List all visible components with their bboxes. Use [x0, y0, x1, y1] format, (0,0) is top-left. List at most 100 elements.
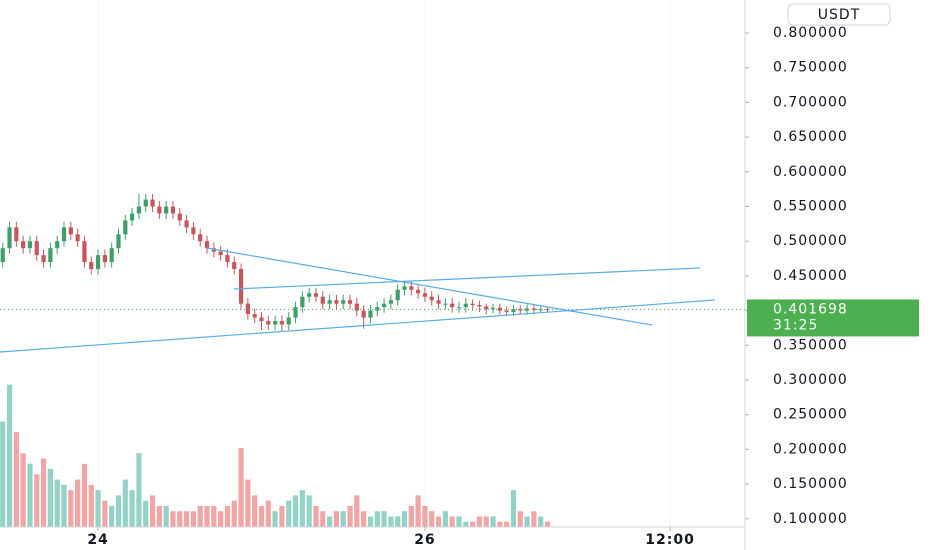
volume-bar: [449, 516, 455, 527]
volume-bar: [61, 484, 67, 527]
candle-body: [504, 310, 509, 313]
volume-bar: [88, 484, 94, 527]
volume-bar: [122, 479, 128, 527]
candle-body: [279, 321, 285, 325]
candle-body: [341, 300, 346, 304]
candle-body: [232, 262, 237, 269]
candle-body: [490, 307, 496, 310]
y-tick-label: 0.150000: [773, 476, 848, 492]
candle-body: [0, 248, 5, 263]
volume-bar: [163, 505, 169, 527]
candle-body: [388, 300, 393, 304]
candle-body: [354, 303, 359, 311]
volume-bar: [68, 490, 74, 527]
candle-body: [170, 206, 176, 214]
candle-body: [450, 303, 455, 308]
volume-bar: [361, 511, 367, 527]
candle-body: [109, 248, 114, 263]
volume-bar: [177, 511, 183, 527]
candle-body: [21, 241, 26, 249]
volume-bar: [354, 495, 360, 527]
candle-body: [395, 289, 400, 301]
volume-bar: [470, 521, 476, 527]
candle-body: [361, 310, 366, 318]
volume-bar: [374, 511, 380, 527]
currency-label[interactable]: USDT: [818, 7, 860, 23]
volume-bar: [381, 511, 387, 527]
countdown-label: 31:25: [773, 317, 818, 333]
volume-bar: [40, 458, 47, 527]
y-tick-label: 0.700000: [773, 94, 848, 110]
volume-bar: [313, 505, 319, 527]
candle-body: [34, 241, 39, 256]
candle-body: [429, 296, 434, 301]
volume-bar: [258, 505, 265, 527]
volume-bar: [197, 505, 203, 527]
candle-body: [245, 303, 250, 315]
candle-body: [368, 310, 373, 318]
volume-bar: [156, 505, 162, 527]
candle-body: [443, 303, 448, 305]
candle-body: [238, 268, 244, 304]
candle-body: [130, 213, 135, 221]
volume-bar: [129, 490, 135, 527]
candle-body: [48, 248, 53, 263]
y-tick-label: 0.200000: [773, 441, 848, 457]
volume-bar: [252, 495, 258, 527]
candle-body: [116, 234, 121, 249]
x-tick-label: 26: [414, 532, 435, 548]
candle-body: [157, 206, 162, 214]
volume-bar: [538, 516, 544, 527]
candle-body: [273, 321, 278, 325]
volume-bar: [476, 516, 483, 527]
y-tick-label: 0.350000: [773, 337, 848, 353]
volume-bar: [340, 511, 346, 527]
volume-bar: [115, 495, 122, 527]
volume-bar: [292, 495, 299, 527]
y-tick-label: 0.750000: [773, 60, 848, 76]
candle-body: [184, 220, 189, 228]
candle-body: [470, 303, 475, 306]
volume-bar: [320, 511, 326, 527]
candle-body: [211, 248, 216, 252]
volume-bar: [224, 505, 231, 527]
candle-body: [477, 305, 482, 307]
volume-bar: [34, 474, 40, 527]
volume-bar: [47, 469, 53, 527]
plot: [0, 0, 745, 527]
candle-body: [225, 255, 230, 263]
candle-body: [123, 220, 128, 235]
volume-bar: [102, 500, 108, 527]
volume-bar: [435, 516, 442, 527]
volume-bar: [306, 495, 312, 527]
candle-body: [416, 289, 421, 294]
volume-bar: [231, 500, 237, 527]
volume-bar: [517, 511, 523, 527]
currency-box[interactable]: [787, 3, 891, 26]
volume-bar: [211, 505, 217, 527]
volume-bar: [463, 521, 469, 527]
candle-body: [95, 255, 101, 269]
candle-body: [286, 317, 291, 325]
volume-bar: [524, 516, 530, 527]
candle-body: [347, 300, 353, 304]
volume-bar: [510, 490, 517, 527]
volume-bar: [0, 421, 6, 527]
volume-bar: [54, 479, 60, 527]
candle-body: [511, 309, 516, 313]
volume-bar: [95, 490, 101, 527]
volume-bar: [245, 479, 251, 527]
volume-bar: [299, 490, 305, 527]
candle-body: [266, 321, 271, 325]
volume-bar: [218, 511, 224, 527]
volume-bar: [238, 447, 244, 527]
candle-body: [524, 308, 530, 311]
volume-bar: [333, 511, 340, 527]
candle-body: [456, 307, 462, 309]
candle-body: [89, 262, 94, 269]
candle-body: [218, 251, 223, 256]
volume-bar: [429, 511, 435, 527]
trendline: [233, 267, 701, 290]
candle-body: [68, 227, 73, 235]
